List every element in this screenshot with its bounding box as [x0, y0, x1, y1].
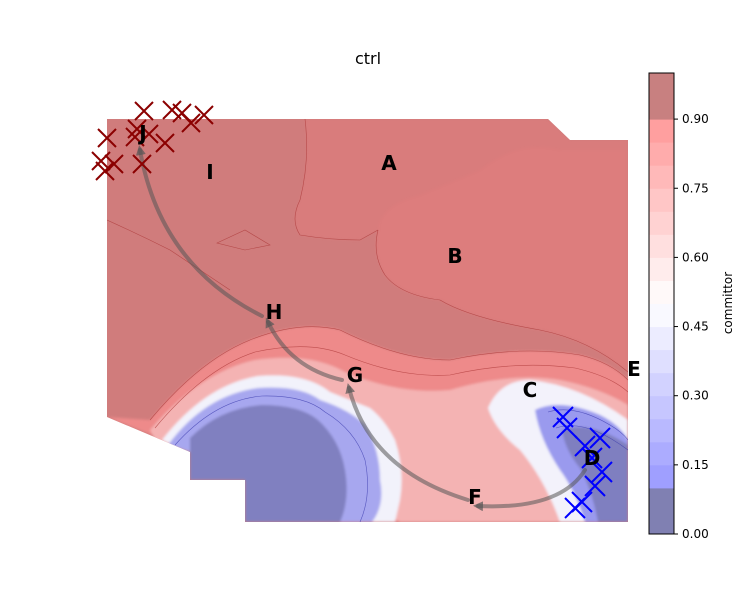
colorbar-band	[649, 441, 674, 466]
reactant-marker	[589, 427, 611, 449]
transition-path	[135, 145, 587, 512]
product-markers	[91, 100, 214, 181]
colorbar-tick-label: 0.90	[682, 112, 709, 126]
reactant-markers	[552, 406, 613, 519]
product-marker	[97, 128, 117, 148]
colorbar-band	[649, 211, 674, 235]
product-marker	[155, 133, 175, 153]
field-region-a	[295, 119, 628, 240]
product-marker	[95, 161, 115, 181]
colorbar-label: committor	[721, 272, 735, 334]
state-label-e: E	[627, 357, 641, 381]
colorbar-bands	[649, 73, 674, 535]
path-segment-g-h	[265, 317, 344, 382]
colorbar-tick-label: 0.75	[682, 181, 709, 195]
state-label-h: H	[266, 300, 283, 324]
reactant-marker	[556, 417, 578, 439]
reactant-marker	[581, 447, 603, 469]
colorbar-band	[649, 487, 674, 512]
colorbar-band	[649, 188, 674, 212]
state-label-b: B	[447, 244, 462, 268]
colorbar-tick-label: 0.45	[682, 320, 709, 334]
contour-lines	[107, 119, 628, 429]
colorbar-band	[649, 510, 674, 535]
colorbar-band	[649, 119, 674, 143]
product-marker	[134, 101, 154, 121]
chart-title: ctrl	[355, 49, 381, 68]
state-labels: A B C D E F G H I J	[137, 121, 641, 509]
path-segment-h-j	[135, 145, 264, 318]
colorbar-band	[649, 73, 674, 97]
contour-lines-blue	[174, 395, 628, 522]
product-marker	[132, 154, 152, 174]
product-marker	[91, 151, 111, 171]
colorbar-tick-label: 0.30	[682, 389, 709, 403]
reactant-marker	[574, 435, 596, 457]
state-label-d: D	[584, 446, 601, 470]
colorbar-band	[649, 257, 674, 281]
path-segment-d-f	[473, 468, 587, 512]
path-segment-f-g	[345, 383, 470, 502]
state-label-g: G	[347, 363, 363, 387]
colorbar-band	[649, 418, 674, 443]
colorbar-band	[649, 96, 674, 120]
colorbar-band	[649, 142, 674, 166]
state-label-i: I	[206, 160, 213, 184]
product-marker	[181, 113, 201, 133]
product-marker	[139, 124, 159, 144]
colorbar-band	[649, 349, 674, 374]
state-label-a: A	[381, 151, 397, 175]
product-marker	[127, 119, 147, 139]
colorbar-band	[649, 165, 674, 189]
state-label-f: F	[468, 485, 482, 509]
colorbar-band	[649, 395, 674, 420]
reactant-marker	[552, 406, 574, 428]
reactant-marker	[591, 461, 613, 483]
product-marker	[104, 154, 124, 174]
committor-contour-field	[107, 119, 628, 522]
colorbar-frame	[648, 72, 675, 535]
product-marker	[194, 105, 214, 125]
colorbar-band	[649, 326, 674, 351]
colorbar-band	[649, 303, 674, 328]
reactant-marker	[584, 475, 606, 497]
colorbar-tick-label: 0.00	[682, 527, 709, 541]
field-basin-blue-left-core	[190, 405, 347, 522]
colorbar-ticks: 0.00 0.15 0.30 0.45 0.60 0.75 0.90	[674, 112, 709, 541]
colorbar: 0.00 0.15 0.30 0.45 0.60 0.75 0.90 committor	[648, 72, 735, 541]
colorbar-tick-label: 0.60	[682, 250, 709, 264]
colorbar-band	[649, 464, 674, 489]
field-region-b	[376, 146, 628, 372]
field-basin-blue-right-core	[562, 427, 628, 522]
colorbar-band	[649, 280, 674, 304]
colorbar-band	[649, 372, 674, 397]
reactant-marker	[571, 491, 593, 513]
colorbar-band	[649, 234, 674, 258]
colorbar-tick-label: 0.15	[682, 458, 709, 472]
state-label-c: C	[523, 378, 538, 402]
state-label-j: J	[137, 121, 146, 145]
